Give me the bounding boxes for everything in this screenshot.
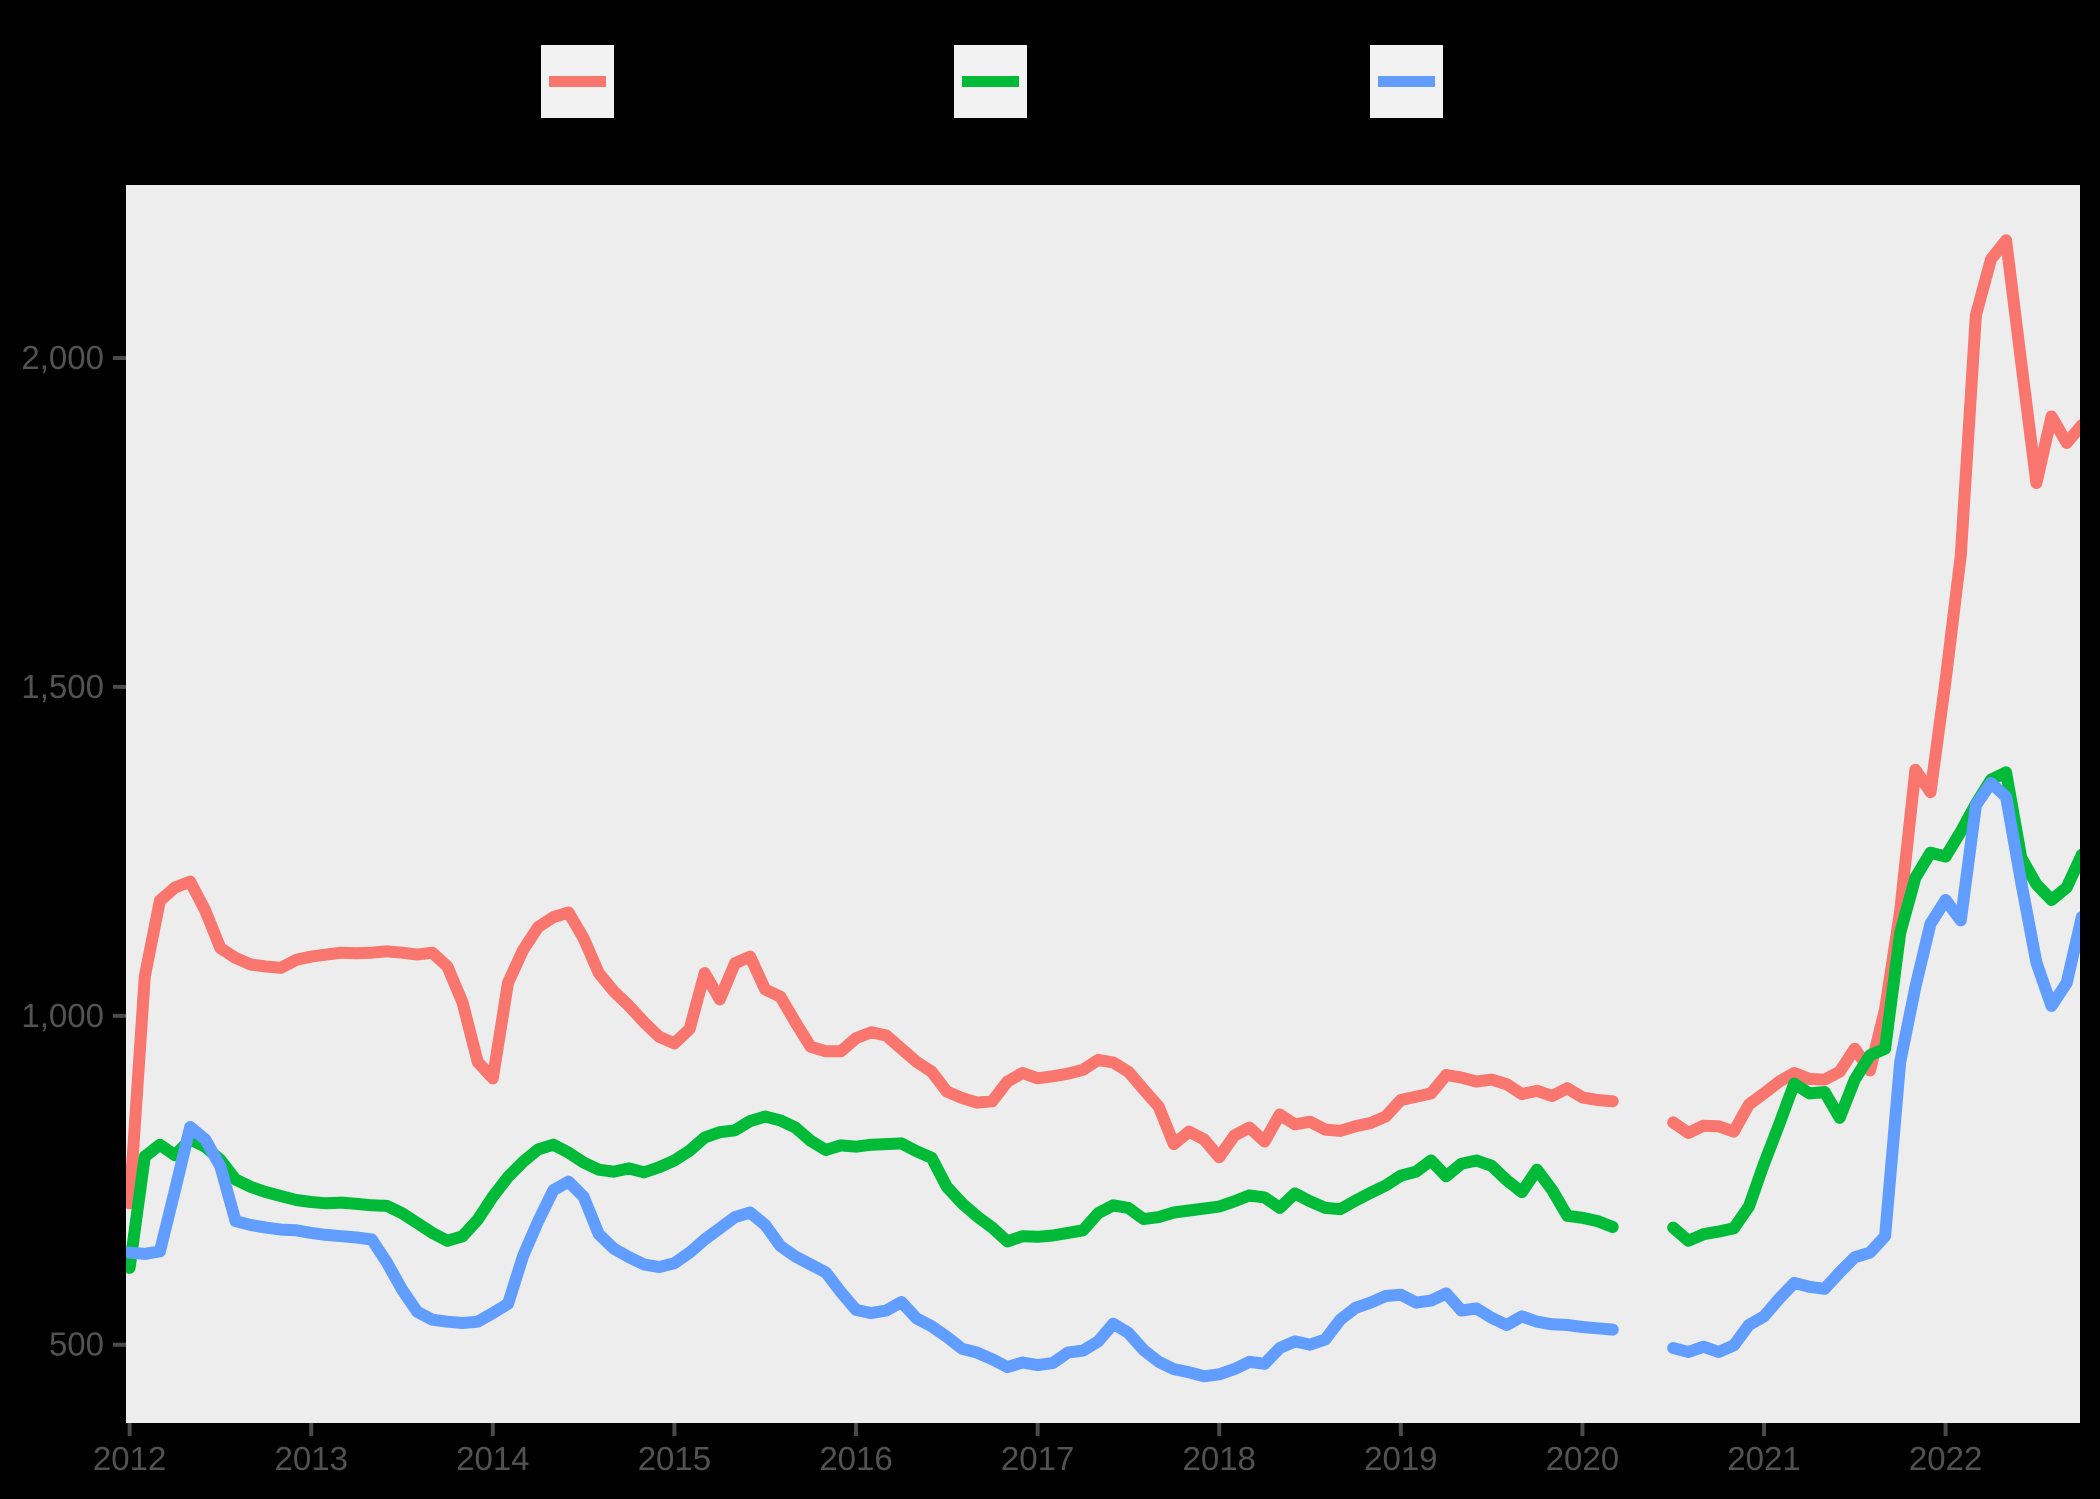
y-tick-label: 1,000	[21, 997, 104, 1034]
legend-line-swatch	[549, 76, 606, 87]
y-tick-label: 2,000	[21, 339, 104, 376]
legend-line-swatch	[962, 76, 1019, 87]
x-tick-label: 2018	[1183, 1440, 1256, 1477]
x-tick-label: 2017	[1001, 1440, 1074, 1477]
plot-panel	[126, 185, 2080, 1423]
x-tick-label: 2015	[638, 1440, 711, 1477]
x-tick-label: 2019	[1364, 1440, 1437, 1477]
y-tick-label: 1,500	[21, 668, 104, 705]
x-tick-label: 2012	[93, 1440, 166, 1477]
legend-key-1	[541, 45, 614, 118]
series-group	[126, 234, 2080, 1383]
y-tick-label: 500	[49, 1326, 104, 1363]
x-tick-label: 2016	[819, 1440, 892, 1477]
legend-line-swatch	[1378, 76, 1435, 87]
x-tick-label: 2020	[1546, 1440, 1619, 1477]
x-tick-label: 2014	[456, 1440, 529, 1477]
x-tick-label: 2022	[1909, 1440, 1982, 1477]
legend-key-2	[954, 45, 1027, 118]
blue-series-line	[126, 777, 2080, 1383]
legend	[0, 0, 2100, 190]
x-tick-label: 2021	[1727, 1440, 1800, 1477]
legend-key-3	[1370, 45, 1443, 118]
red-series-line	[126, 234, 2080, 1210]
x-tick-label: 2013	[275, 1440, 348, 1477]
